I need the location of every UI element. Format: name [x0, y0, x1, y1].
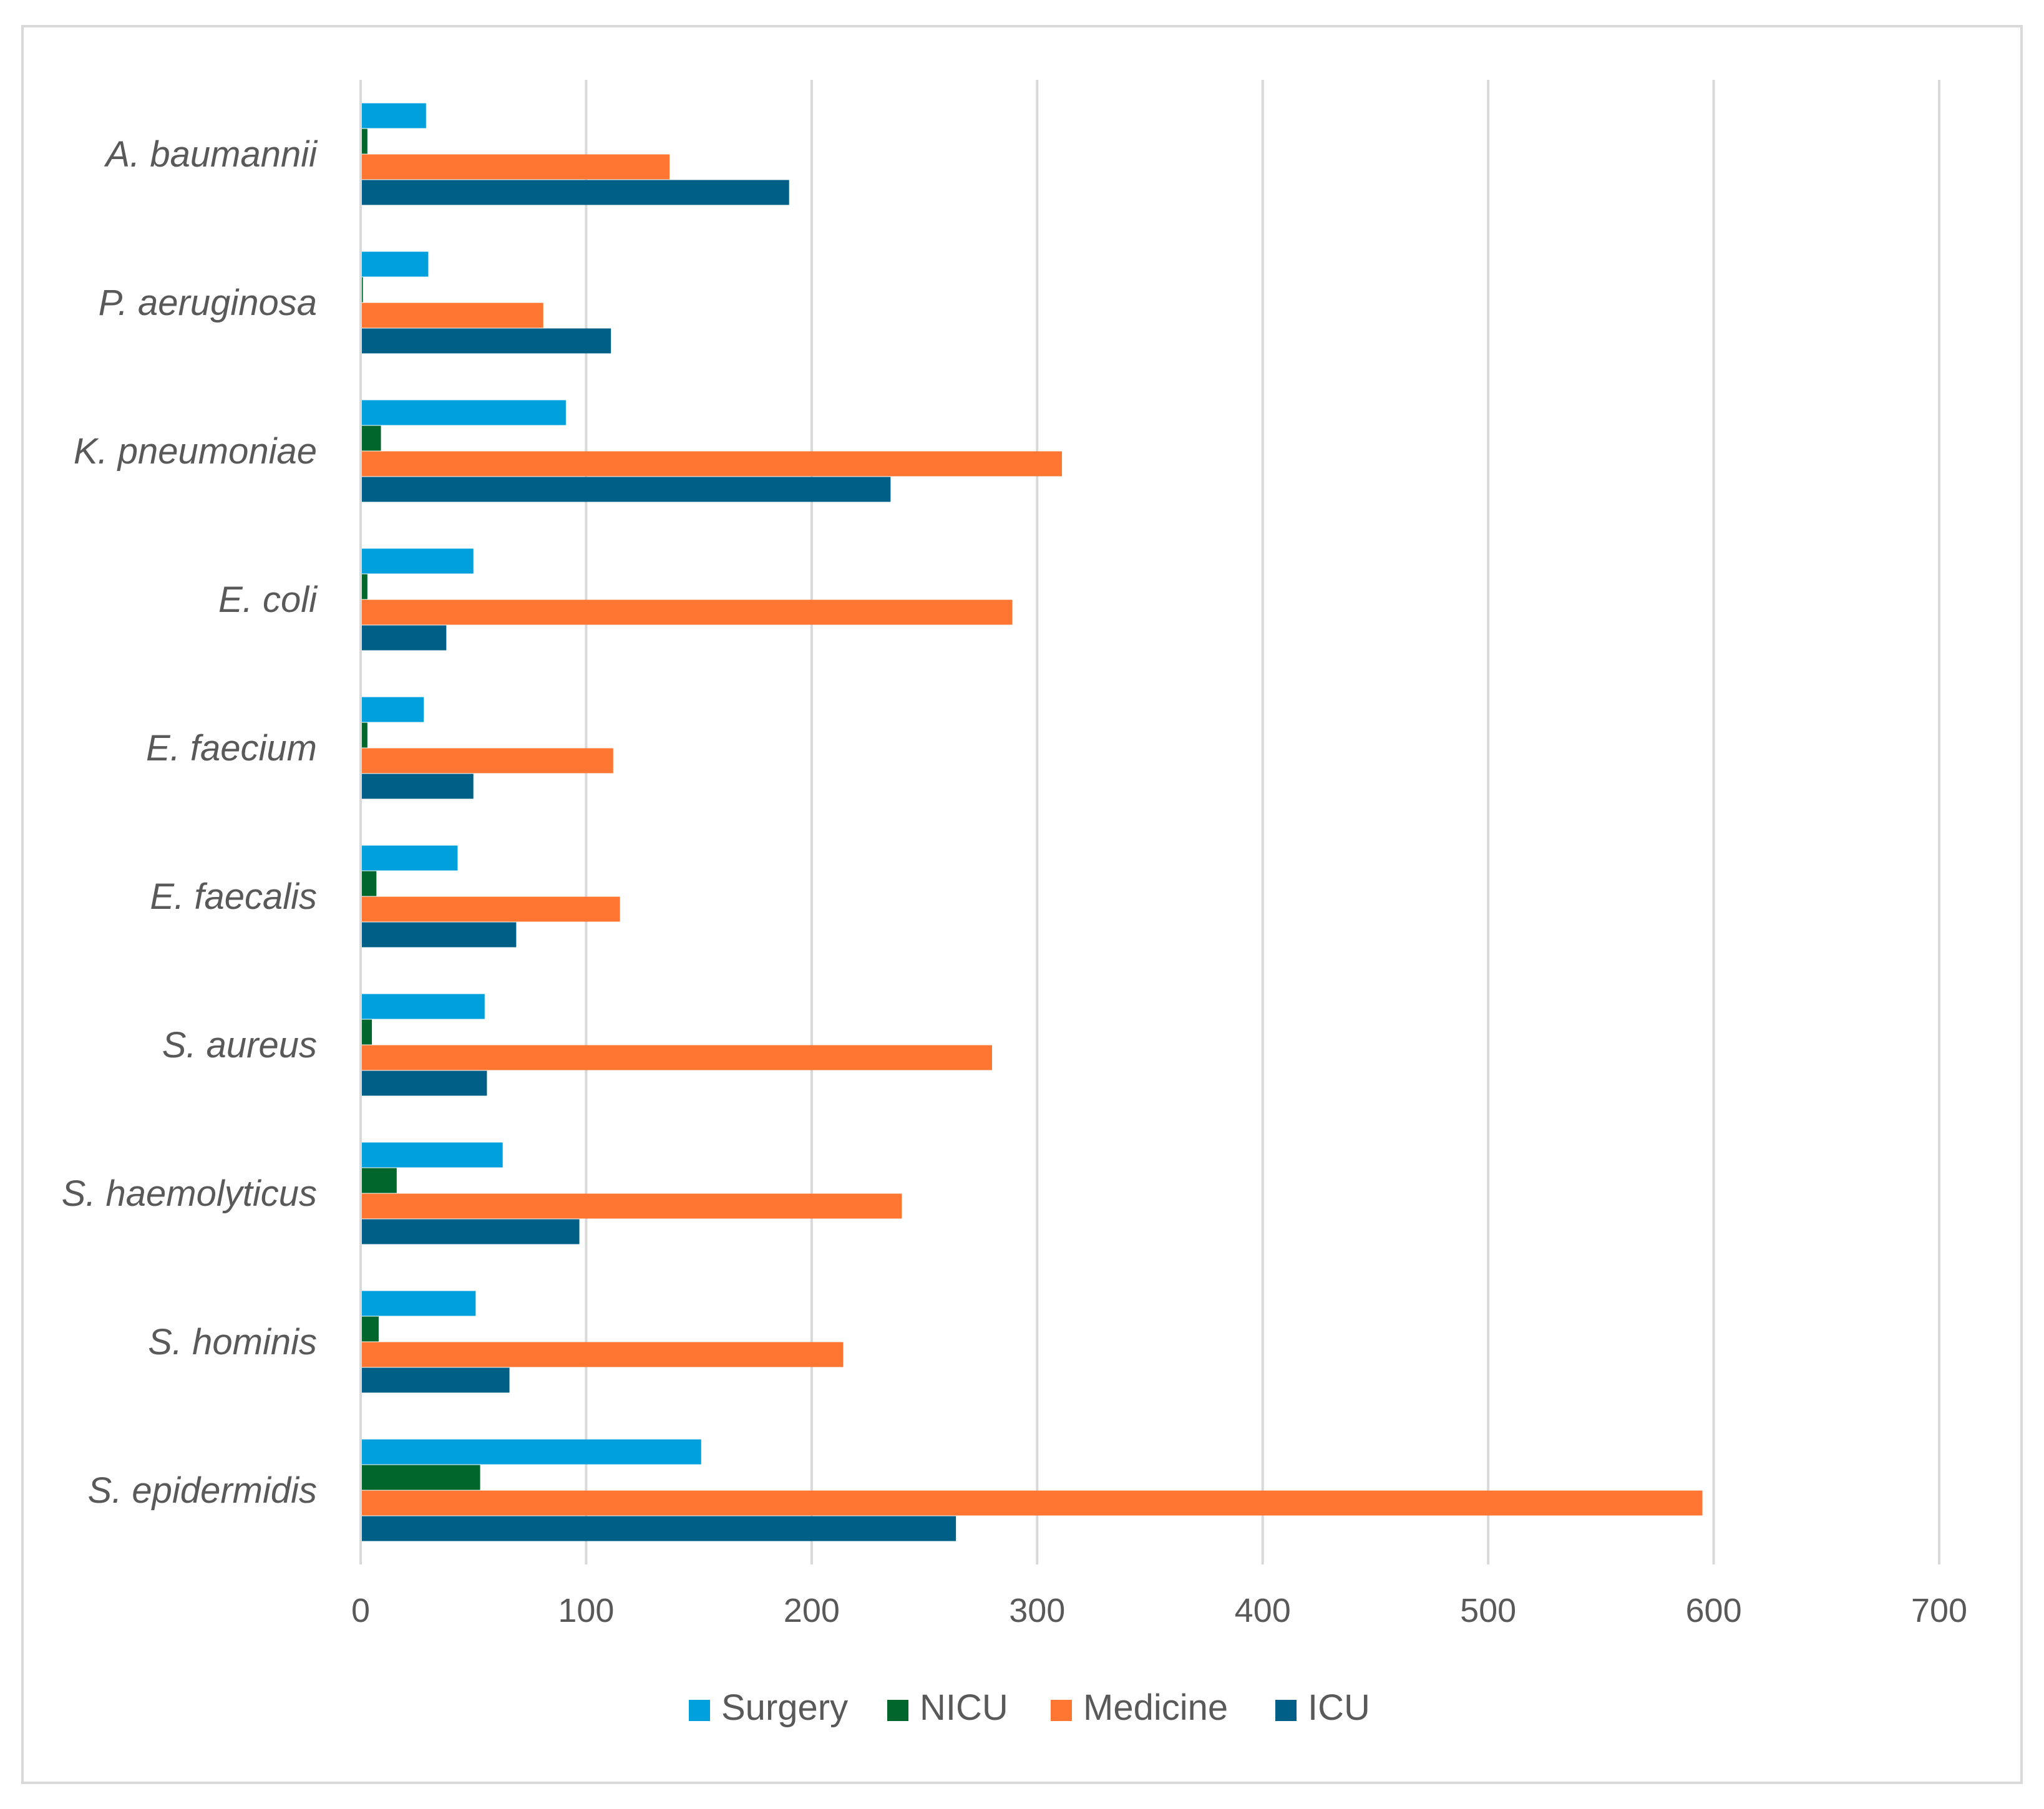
x-tick-label: 500 — [1460, 1592, 1516, 1629]
bar-surgery-1 — [361, 251, 429, 277]
bar-nicu-7 — [361, 1168, 397, 1193]
bar-icu-3 — [361, 625, 447, 651]
x-tick-label: 0 — [351, 1592, 370, 1629]
bar-nicu-8 — [361, 1316, 379, 1342]
bar-surgery-3 — [361, 548, 474, 574]
legend-label-nicu: NICU — [920, 1687, 1008, 1728]
legend-swatch-medicine — [1051, 1700, 1072, 1721]
bar-medicine-5 — [361, 896, 620, 922]
bar-nicu-2 — [361, 425, 381, 451]
category-label: E. faecium — [146, 728, 317, 769]
bar-medicine-7 — [361, 1193, 902, 1219]
bar-surgery-4 — [361, 697, 424, 722]
bar-nicu-9 — [361, 1465, 480, 1490]
bar-icu-6 — [361, 1070, 487, 1096]
bar-nicu-4 — [361, 722, 367, 748]
bar-medicine-3 — [361, 599, 1013, 625]
bars — [361, 103, 1703, 1541]
bar-medicine-6 — [361, 1045, 992, 1070]
category-label: K. pneumoniae — [74, 431, 317, 472]
legend: Surgery NICU Medicine ICU — [689, 1687, 1370, 1728]
x-tick-label: 100 — [558, 1592, 614, 1629]
legend-label-icu: ICU — [1308, 1687, 1370, 1728]
category-label: S. epidermidis — [88, 1470, 317, 1511]
gridlines — [585, 80, 1940, 1564]
legend-label-surgery: Surgery — [721, 1687, 848, 1728]
bar-icu-7 — [361, 1219, 580, 1244]
bar-nicu-6 — [361, 1019, 372, 1045]
bar-medicine-1 — [361, 303, 543, 328]
x-tick-label: 300 — [1009, 1592, 1065, 1629]
bar-surgery-7 — [361, 1142, 503, 1168]
x-tick-label: 400 — [1235, 1592, 1291, 1629]
bar-nicu-5 — [361, 871, 377, 896]
bar-icu-5 — [361, 922, 517, 948]
bar-surgery-5 — [361, 845, 458, 871]
bar-surgery-9 — [361, 1439, 701, 1465]
x-tick-labels: 0 100 200 300 400 500 600 700 — [351, 1592, 1967, 1629]
bar-medicine-9 — [361, 1490, 1703, 1516]
bar-icu-4 — [361, 774, 474, 799]
category-label: P. aeruginosa — [99, 283, 317, 323]
x-tick-label: 700 — [1911, 1592, 1967, 1629]
category-label: S. hominis — [148, 1322, 317, 1362]
category-label: E. faecalis — [150, 876, 317, 917]
bar-surgery-6 — [361, 994, 485, 1019]
bar-medicine-4 — [361, 748, 613, 774]
bar-medicine-2 — [361, 451, 1063, 477]
category-labels: A. baumannii P. aeruginosa K. pneumoniae E.… — [62, 134, 319, 1511]
bar-icu-2 — [361, 477, 891, 502]
legend-swatch-icu — [1275, 1700, 1297, 1721]
bar-surgery-8 — [361, 1291, 476, 1316]
category-label: S. aureus — [162, 1025, 317, 1065]
bar-medicine-0 — [361, 154, 670, 180]
bar-surgery-2 — [361, 400, 566, 425]
category-label: E. coli — [218, 580, 318, 620]
bar-surgery-0 — [361, 103, 426, 129]
bar-icu-1 — [361, 328, 611, 354]
legend-swatch-nicu — [887, 1700, 908, 1721]
bar-icu-9 — [361, 1516, 956, 1541]
bar-medicine-8 — [361, 1342, 844, 1367]
legend-swatch-surgery — [689, 1700, 710, 1721]
category-label: A. baumannii — [104, 134, 318, 175]
legend-label-medicine: Medicine — [1083, 1687, 1228, 1728]
bar-nicu-3 — [361, 574, 367, 599]
bar-icu-8 — [361, 1367, 510, 1393]
category-label: S. haemolyticus — [62, 1173, 317, 1214]
bar-icu-0 — [361, 180, 789, 205]
x-tick-label: 600 — [1686, 1592, 1742, 1629]
bar-nicu-0 — [361, 129, 367, 154]
x-tick-label: 200 — [784, 1592, 840, 1629]
